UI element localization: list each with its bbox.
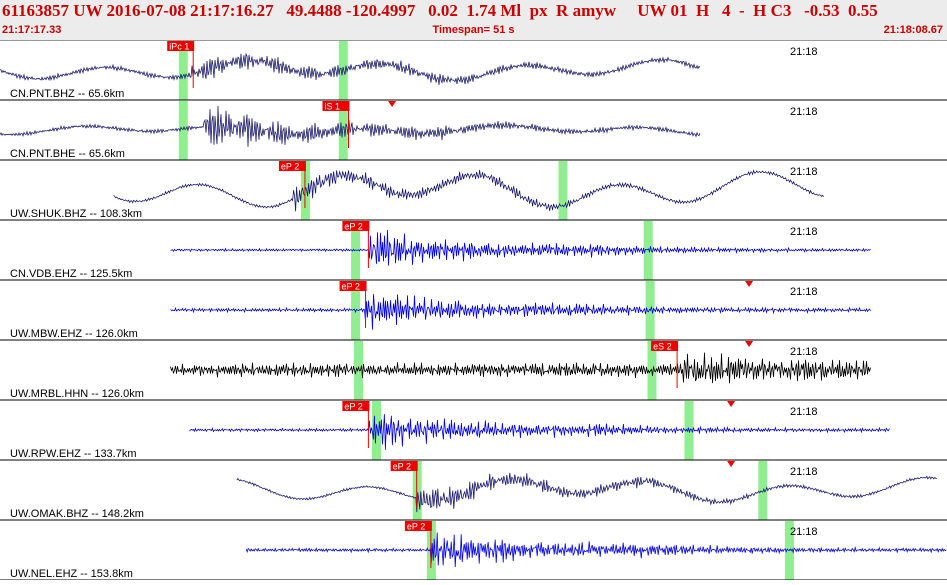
- station-label: UW.RPW.EHZ -- 133.7km: [10, 448, 137, 460]
- analysis-window-marker: [645, 281, 655, 340]
- station-label: CN.PNT.BHZ -- 65.6km: [10, 88, 124, 100]
- seismic-waveform: [170, 229, 871, 266]
- station-label: UW.MRBL.HHN -- 126.0km: [10, 388, 144, 400]
- trace-panel[interactable]: eP 2 UW.RPW.EHZ -- 133.7km 21:18: [0, 401, 947, 461]
- station-label: CN.PNT.BHE -- 65.6km: [10, 148, 125, 160]
- phase-pick-label: iPc 1: [169, 42, 189, 52]
- time-mark-label: 21:18: [790, 226, 818, 238]
- analysis-window-marker: [558, 161, 568, 220]
- seismic-waveform: [0, 105, 701, 147]
- analysis-window-marker: [178, 41, 188, 100]
- analysis-window-marker: [351, 281, 361, 340]
- analysis-window-marker: [758, 461, 768, 520]
- phase-pick-label: iS 1: [324, 102, 340, 112]
- seismic-waveform: [189, 414, 890, 450]
- analysis-window-marker: [351, 221, 361, 280]
- seismic-waveform: [170, 294, 871, 330]
- seismic-waveform: [0, 52, 701, 85]
- seismic-waveform: [245, 532, 947, 568]
- trace-panel[interactable]: eS 2 UW.MRBL.HHN -- 126.0km 21:18: [0, 341, 947, 401]
- phase-pick-flag[interactable]: [278, 161, 306, 171]
- analysis-window-marker: [643, 221, 653, 280]
- trace-panel[interactable]: eP 2 UW.OMAK.BHZ -- 148.2km 21:18: [0, 461, 947, 521]
- event-header: 61163857 UW 2016-07-08 21:17:16.27 49.44…: [0, 0, 947, 41]
- analysis-window-marker: [338, 101, 348, 160]
- time-mark-label: 21:18: [790, 46, 818, 58]
- trace-panel[interactable]: iS 1 CN.PNT.BHE -- 65.6km 21:18: [0, 101, 947, 161]
- timespan-label: Timespan= 51 s: [432, 24, 515, 36]
- amplitude-marker-icon: [745, 341, 754, 347]
- amplitude-marker-icon: [727, 401, 736, 407]
- analysis-window-marker: [338, 41, 348, 100]
- phase-pick-flag[interactable]: [322, 101, 350, 111]
- phase-pick-label: eP 2: [407, 522, 425, 532]
- phase-pick-label: eP 2: [393, 462, 411, 472]
- time-mark-label: 21:18: [790, 466, 818, 478]
- seismogram-canvas[interactable]: iPc 1 CN.PNT.BHZ -- 65.6km 21:18 iS 1 CN.PNT…: [0, 40, 947, 581]
- start-time-label: 21:17:17.33: [2, 24, 62, 36]
- time-mark-label: 21:18: [790, 106, 818, 118]
- end-time-label: 21:18:08.67: [883, 24, 943, 36]
- phase-pick-label: eP 2: [344, 402, 362, 412]
- phase-pick-label: eP 2: [342, 282, 360, 292]
- phase-pick-flag[interactable]: [342, 221, 370, 231]
- trace-panel[interactable]: eP 2 UW.NEL.EHZ -- 153.8km 21:18: [0, 521, 947, 581]
- analysis-window-marker: [426, 521, 436, 580]
- event-summary-title: 61163857 UW 2016-07-08 21:17:16.27 49.44…: [2, 1, 878, 20]
- phase-pick-label: eP 2: [281, 162, 299, 172]
- phase-pick-flag[interactable]: [390, 461, 418, 471]
- phase-pick-flag[interactable]: [404, 521, 432, 531]
- analysis-window-marker: [372, 401, 381, 460]
- waveform-panels[interactable]: iPc 1 CN.PNT.BHZ -- 65.6km 21:18 iS 1 CN.PNT…: [0, 40, 947, 581]
- analysis-window-marker: [412, 461, 422, 520]
- time-mark-label: 21:18: [790, 166, 818, 178]
- station-label: UW.OMAK.BHZ -- 148.2km: [10, 508, 144, 520]
- trace-panel[interactable]: eP 2 CN.VDB.EHZ -- 125.5km 21:18: [0, 221, 947, 281]
- time-mark-label: 21:18: [790, 406, 818, 418]
- phase-pick-flag[interactable]: [339, 281, 367, 291]
- time-mark-label: 21:18: [790, 346, 818, 358]
- trace-panel[interactable]: iPc 1 CN.PNT.BHZ -- 65.6km 21:18: [0, 41, 947, 101]
- station-label: UW.MBW.EHZ -- 126.0km: [10, 328, 138, 340]
- seismic-waveform: [236, 472, 937, 513]
- station-label: UW.NEL.EHZ -- 153.8km: [10, 568, 133, 580]
- amplitude-marker-icon: [727, 461, 736, 467]
- phase-pick-label: eS 2: [653, 342, 672, 352]
- seismic-waveform: [170, 352, 871, 384]
- trace-panel[interactable]: eP 2 UW.MBW.EHZ -- 126.0km 21:18: [0, 281, 947, 341]
- phase-pick-flag[interactable]: [651, 341, 679, 351]
- amplitude-marker-icon: [388, 101, 397, 107]
- phase-pick-flag[interactable]: [342, 401, 370, 411]
- seismic-waveform: [113, 169, 824, 212]
- station-label: CN.VDB.EHZ -- 125.5km: [10, 268, 132, 280]
- analysis-window-marker: [354, 341, 363, 400]
- trace-panel[interactable]: eP 2 UW.SHUK.BHZ -- 108.3km 21:18: [0, 161, 947, 221]
- amplitude-marker-icon: [745, 281, 754, 287]
- analysis-window-marker: [178, 101, 188, 160]
- station-label: UW.SHUK.BHZ -- 108.3km: [10, 208, 142, 220]
- time-mark-label: 21:18: [790, 286, 818, 298]
- phase-pick-label: eP 2: [344, 222, 362, 232]
- phase-pick-flag[interactable]: [167, 41, 195, 51]
- time-mark-label: 21:18: [790, 526, 818, 538]
